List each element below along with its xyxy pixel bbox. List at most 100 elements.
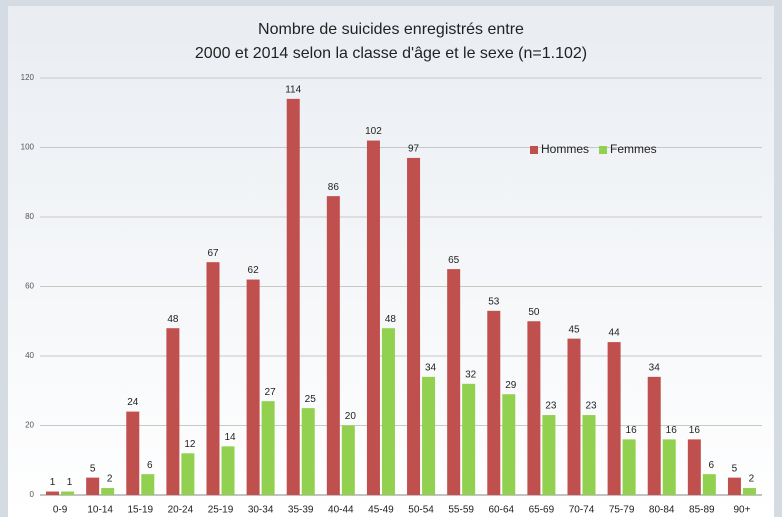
data-label: 25 xyxy=(305,394,317,405)
x-tick-label: 85-89 xyxy=(689,505,715,516)
legend-swatch xyxy=(599,146,608,154)
data-label: 16 xyxy=(626,425,638,436)
bar xyxy=(607,342,621,495)
bar xyxy=(326,196,340,495)
data-label: 34 xyxy=(649,362,661,373)
bar xyxy=(206,262,220,495)
y-tick-label: 100 xyxy=(21,143,35,152)
x-tick-label: 40-44 xyxy=(328,505,354,516)
bar xyxy=(261,401,275,495)
data-label: 24 xyxy=(127,397,139,408)
data-label: 48 xyxy=(385,314,397,325)
data-label: 5 xyxy=(90,463,96,474)
x-tick-label: 55-59 xyxy=(448,505,474,516)
bar xyxy=(422,376,436,495)
bar xyxy=(527,321,541,495)
bar xyxy=(462,383,476,495)
data-label: 45 xyxy=(568,324,580,335)
data-label: 23 xyxy=(545,401,557,412)
data-label: 48 xyxy=(167,314,179,325)
data-label: 32 xyxy=(465,369,477,380)
bar xyxy=(46,491,60,495)
data-label: 6 xyxy=(709,460,715,471)
x-tick-label: 75-79 xyxy=(609,505,635,516)
y-tick-label: 80 xyxy=(25,212,34,221)
data-label: 86 xyxy=(328,182,340,193)
chart-title: Nombre de suicides enregistrés entre xyxy=(258,21,524,38)
bar xyxy=(246,279,260,495)
bar xyxy=(166,328,180,495)
bar xyxy=(622,439,636,495)
x-tick-label: 50-54 xyxy=(408,505,434,516)
y-tick-label: 60 xyxy=(25,282,34,291)
data-label: 16 xyxy=(689,425,701,436)
bar xyxy=(487,310,501,495)
data-label: 102 xyxy=(365,126,382,137)
data-label: 23 xyxy=(585,401,597,412)
data-label: 6 xyxy=(147,460,153,471)
bar xyxy=(582,415,596,495)
bar xyxy=(366,140,380,496)
legend-swatch xyxy=(530,146,538,154)
x-tick-label: 80-84 xyxy=(649,505,675,516)
data-label: 5 xyxy=(732,463,738,474)
x-tick-label: 70-74 xyxy=(569,505,595,516)
bar xyxy=(381,328,395,495)
bar xyxy=(742,488,756,495)
bar xyxy=(662,439,676,495)
x-tick-label: 10-14 xyxy=(87,505,113,516)
bar xyxy=(727,477,741,495)
data-label: 44 xyxy=(609,328,621,339)
bar xyxy=(647,376,661,495)
data-label: 50 xyxy=(528,307,540,318)
data-label: 62 xyxy=(248,265,260,276)
x-tick-label: 15-19 xyxy=(127,505,153,516)
data-label: 12 xyxy=(184,439,196,450)
bar xyxy=(567,338,581,495)
bar xyxy=(86,477,100,495)
data-label: 114 xyxy=(285,84,301,95)
y-tick-label: 40 xyxy=(25,351,34,360)
x-tick-label: 25-19 xyxy=(208,505,234,516)
bar xyxy=(542,415,556,495)
x-tick-label: 20-24 xyxy=(168,505,194,516)
data-label: 20 xyxy=(345,411,357,422)
chart-title: 2000 et 2014 selon la classe d'âge et le… xyxy=(195,45,587,62)
data-label: 67 xyxy=(207,248,219,259)
data-label: 27 xyxy=(265,387,277,398)
data-label: 65 xyxy=(448,255,460,266)
data-label: 2 xyxy=(107,474,113,485)
x-tick-label: 30-34 xyxy=(248,505,274,516)
bar xyxy=(181,453,195,495)
bar xyxy=(301,408,315,495)
data-label: 97 xyxy=(408,144,420,155)
x-tick-label: 0-9 xyxy=(53,505,68,516)
bar xyxy=(61,491,75,495)
bar xyxy=(101,488,115,495)
y-tick-label: 20 xyxy=(25,421,34,430)
y-tick-label: 120 xyxy=(21,73,35,82)
bar xyxy=(221,446,235,495)
bar xyxy=(687,439,701,495)
bar xyxy=(126,411,140,495)
y-tick-label: 0 xyxy=(30,490,35,499)
data-label: 1 xyxy=(50,477,56,488)
bar xyxy=(286,98,300,495)
x-tick-label: 45-49 xyxy=(368,505,394,516)
data-label: 2 xyxy=(749,474,755,485)
data-label: 16 xyxy=(666,425,678,436)
x-tick-label: 60-64 xyxy=(488,505,514,516)
x-tick-label: 90+ xyxy=(733,505,750,516)
data-label: 34 xyxy=(425,362,437,373)
data-label: 1 xyxy=(67,477,73,488)
x-tick-label: 35-39 xyxy=(288,505,314,516)
bar xyxy=(407,157,421,496)
data-label: 53 xyxy=(488,296,500,307)
bar xyxy=(702,474,716,495)
bar xyxy=(341,425,355,495)
data-label: 29 xyxy=(505,380,517,391)
data-label: 14 xyxy=(224,432,236,443)
bar xyxy=(447,269,461,495)
